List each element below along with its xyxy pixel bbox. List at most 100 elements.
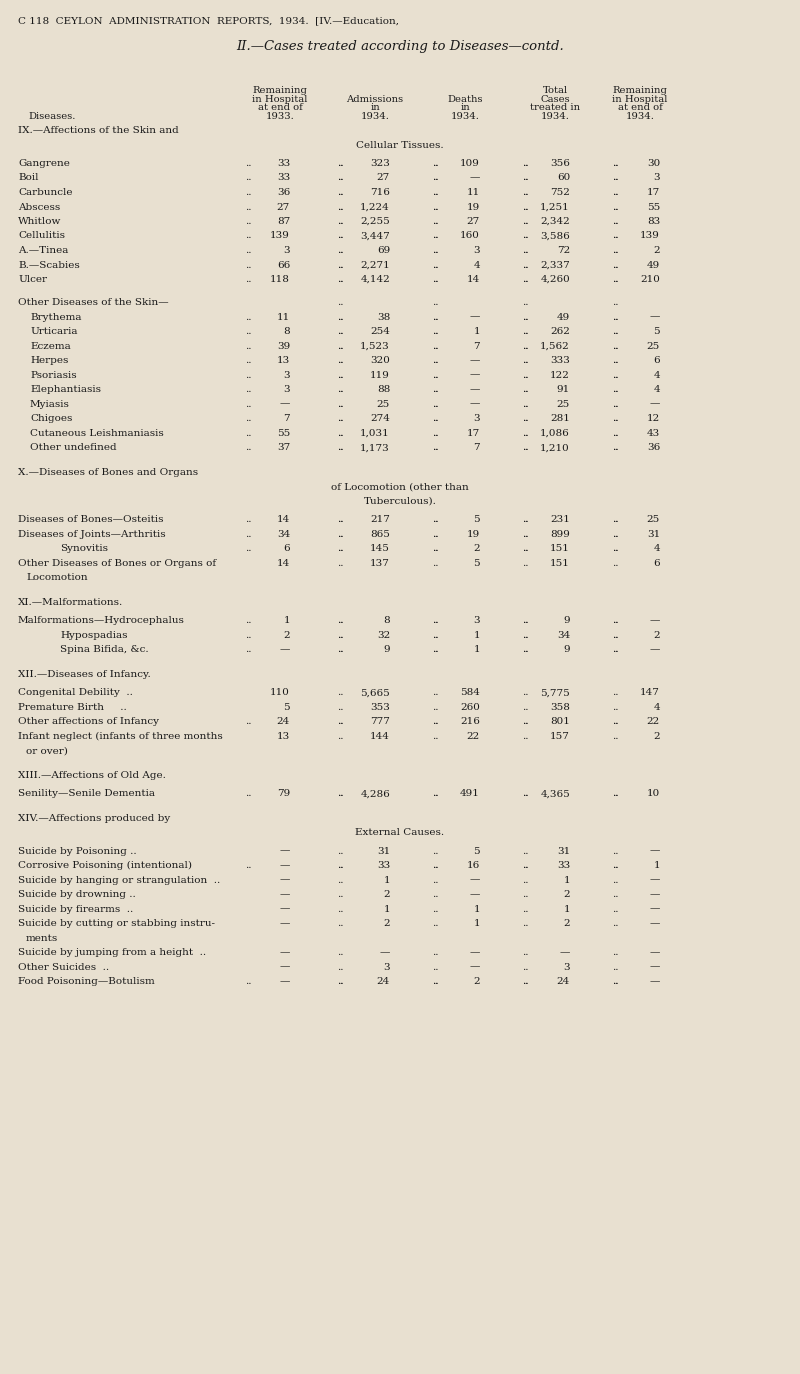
Text: ..: ..	[245, 327, 251, 337]
Text: 4,365: 4,365	[540, 789, 570, 798]
Text: 19: 19	[466, 530, 480, 539]
Text: ..: ..	[612, 202, 618, 212]
Text: ..: ..	[522, 400, 528, 408]
Text: ..: ..	[612, 231, 618, 240]
Text: 87: 87	[277, 217, 290, 225]
Text: ..: ..	[245, 356, 251, 365]
Text: ..: ..	[432, 977, 438, 987]
Text: ..: ..	[612, 688, 618, 697]
Text: ..: ..	[612, 188, 618, 196]
Text: ..: ..	[612, 173, 618, 183]
Text: 33: 33	[557, 861, 570, 870]
Text: ..: ..	[432, 616, 438, 625]
Text: ..: ..	[522, 646, 528, 654]
Text: ..: ..	[337, 717, 343, 727]
Text: ..: ..	[337, 530, 343, 539]
Text: ..: ..	[337, 217, 343, 225]
Text: ..: ..	[612, 327, 618, 337]
Text: ..: ..	[245, 789, 251, 798]
Text: ..: ..	[337, 875, 343, 885]
Text: ..: ..	[337, 159, 343, 168]
Text: ..: ..	[245, 231, 251, 240]
Text: Suicide by firearms  ..: Suicide by firearms ..	[18, 904, 134, 914]
Text: 584: 584	[460, 688, 480, 697]
Text: ..: ..	[245, 444, 251, 452]
Text: ..: ..	[522, 789, 528, 798]
Text: ..: ..	[612, 231, 618, 240]
Text: —: —	[650, 919, 660, 929]
Text: ..: ..	[337, 342, 343, 350]
Text: ..: ..	[337, 313, 343, 322]
Text: —: —	[650, 890, 660, 899]
Text: 25: 25	[646, 515, 660, 525]
Text: ..: ..	[432, 631, 438, 640]
Text: 60: 60	[557, 173, 570, 183]
Text: ..: ..	[245, 246, 251, 256]
Text: ..: ..	[245, 261, 251, 269]
Text: ..: ..	[432, 846, 438, 856]
Text: ..: ..	[522, 444, 528, 452]
Text: 6: 6	[654, 356, 660, 365]
Text: ..: ..	[432, 217, 438, 225]
Text: Urticaria: Urticaria	[30, 327, 78, 337]
Text: ..: ..	[612, 963, 618, 971]
Text: 151: 151	[550, 544, 570, 554]
Text: ..: ..	[612, 646, 618, 654]
Text: 1934.: 1934.	[541, 113, 570, 121]
Text: Diseases of Joints—Arthritis: Diseases of Joints—Arthritis	[18, 530, 166, 539]
Text: 34: 34	[557, 631, 570, 640]
Text: 1,224: 1,224	[360, 202, 390, 212]
Text: ..: ..	[612, 732, 618, 741]
Text: ..: ..	[245, 544, 251, 554]
Text: 3,447: 3,447	[360, 231, 390, 240]
Text: 1: 1	[654, 861, 660, 870]
Text: ..: ..	[337, 231, 343, 240]
Text: ..: ..	[432, 732, 438, 741]
Text: 14: 14	[277, 559, 290, 567]
Text: Abscess: Abscess	[18, 202, 60, 212]
Text: ..: ..	[337, 159, 343, 168]
Text: ..: ..	[432, 261, 438, 269]
Text: Other undefined: Other undefined	[30, 444, 117, 452]
Text: 1934.: 1934.	[626, 113, 654, 121]
Text: ..: ..	[522, 631, 528, 640]
Text: ..: ..	[432, 646, 438, 654]
Text: ..: ..	[337, 631, 343, 640]
Text: ..: ..	[432, 717, 438, 727]
Text: 13: 13	[277, 732, 290, 741]
Text: Suicide by jumping from a height  ..: Suicide by jumping from a height ..	[18, 948, 206, 958]
Text: 24: 24	[557, 977, 570, 987]
Text: ..: ..	[522, 298, 528, 308]
Text: 3: 3	[654, 173, 660, 183]
Text: ..: ..	[612, 159, 618, 168]
Text: 274: 274	[370, 414, 390, 423]
Text: ..: ..	[522, 385, 528, 394]
Text: 69: 69	[377, 246, 390, 256]
Text: ..: ..	[522, 342, 528, 350]
Text: Cases: Cases	[540, 95, 570, 103]
Text: ..: ..	[522, 904, 528, 914]
Text: ..: ..	[337, 789, 343, 798]
Text: 358: 358	[550, 702, 570, 712]
Text: Ulcer: Ulcer	[18, 275, 47, 284]
Text: 109: 109	[460, 159, 480, 168]
Text: 2: 2	[474, 544, 480, 554]
Text: 1: 1	[383, 904, 390, 914]
Text: —: —	[280, 919, 290, 929]
Text: ..: ..	[337, 616, 343, 625]
Text: ..: ..	[432, 717, 438, 727]
Text: ..: ..	[432, 327, 438, 337]
Text: ..: ..	[245, 342, 251, 350]
Text: ..: ..	[337, 948, 343, 958]
Text: 5: 5	[654, 327, 660, 337]
Text: ..: ..	[432, 246, 438, 256]
Text: ..: ..	[337, 444, 343, 452]
Text: ..: ..	[337, 173, 343, 183]
Text: —: —	[650, 616, 660, 625]
Text: —: —	[280, 400, 290, 408]
Text: ..: ..	[337, 188, 343, 196]
Text: ..: ..	[432, 875, 438, 885]
Text: ..: ..	[612, 217, 618, 225]
Text: ..: ..	[337, 732, 343, 741]
Text: ..: ..	[432, 963, 438, 971]
